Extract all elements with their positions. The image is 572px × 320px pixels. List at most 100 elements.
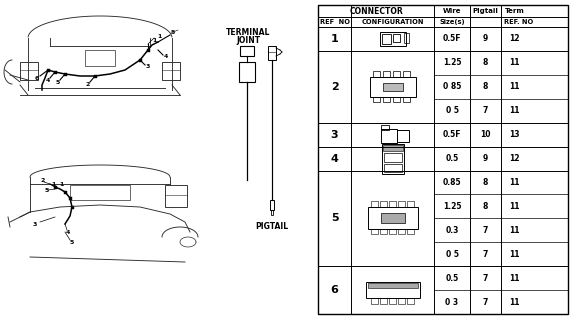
Text: Term: Term — [505, 8, 525, 14]
Bar — [371, 229, 378, 234]
Text: 11: 11 — [509, 274, 520, 283]
Bar — [138, 59, 141, 61]
Text: 11: 11 — [509, 58, 520, 68]
Bar — [20, 62, 38, 80]
Text: 5: 5 — [56, 79, 60, 84]
Text: 1.25: 1.25 — [443, 202, 461, 211]
Bar — [367, 207, 418, 229]
Text: 1: 1 — [51, 181, 55, 187]
Text: 5: 5 — [171, 30, 176, 36]
Text: 9: 9 — [483, 154, 488, 163]
Text: 5: 5 — [70, 239, 74, 244]
Bar — [63, 73, 66, 76]
Text: 1: 1 — [152, 38, 156, 44]
Bar — [398, 229, 404, 234]
Text: 1.25: 1.25 — [443, 58, 461, 68]
Bar — [379, 32, 406, 46]
Text: 11: 11 — [509, 250, 520, 259]
Text: 3: 3 — [33, 221, 37, 227]
Text: Wire: Wire — [443, 8, 461, 14]
Bar — [69, 196, 72, 199]
Bar — [383, 153, 402, 162]
Text: 11: 11 — [509, 226, 520, 235]
Bar — [379, 201, 387, 207]
Text: 11: 11 — [509, 106, 520, 115]
Text: 4: 4 — [164, 54, 168, 60]
Bar — [382, 34, 391, 44]
Text: 2: 2 — [41, 178, 45, 182]
Bar — [318, 5, 568, 314]
Text: 0.5: 0.5 — [446, 274, 459, 283]
Bar — [165, 185, 187, 207]
Bar — [146, 49, 149, 52]
Bar — [398, 201, 404, 207]
Text: 7: 7 — [483, 250, 488, 259]
Bar — [392, 97, 399, 102]
Bar — [403, 71, 410, 77]
Text: TERMINAL: TERMINAL — [226, 28, 270, 37]
Text: 7: 7 — [483, 106, 488, 115]
Text: 4: 4 — [66, 229, 70, 235]
Bar — [239, 62, 255, 82]
Text: REF. NO: REF. NO — [505, 19, 534, 25]
Bar — [70, 185, 130, 200]
Text: 10: 10 — [480, 130, 491, 139]
Text: 5: 5 — [331, 213, 338, 223]
Bar — [383, 71, 390, 77]
Text: 0.5: 0.5 — [446, 154, 459, 163]
Bar — [93, 75, 97, 77]
Bar — [240, 46, 254, 56]
Bar — [270, 200, 274, 210]
Bar — [392, 71, 399, 77]
Bar — [367, 283, 418, 288]
Bar — [370, 77, 415, 97]
Text: 13: 13 — [509, 130, 520, 139]
Text: 4: 4 — [46, 77, 50, 83]
Bar — [70, 205, 73, 209]
Text: 7: 7 — [483, 226, 488, 235]
Text: 2: 2 — [331, 82, 339, 92]
Text: 1: 1 — [60, 182, 64, 188]
Text: 4: 4 — [331, 154, 339, 164]
Bar — [380, 129, 396, 143]
Text: 5: 5 — [45, 188, 49, 193]
Bar — [271, 210, 273, 215]
Bar — [392, 34, 399, 42]
Bar — [372, 97, 379, 102]
Text: PIGTAIL: PIGTAIL — [256, 222, 288, 231]
Bar — [388, 201, 395, 207]
Bar — [388, 229, 395, 234]
Text: 8: 8 — [483, 58, 488, 68]
Bar — [383, 145, 403, 150]
Bar — [366, 282, 419, 298]
Bar — [379, 298, 387, 304]
Bar — [85, 50, 115, 66]
Bar — [388, 298, 395, 304]
Text: 0.5F: 0.5F — [443, 130, 461, 139]
Text: 0.3: 0.3 — [446, 226, 459, 235]
Text: 6: 6 — [35, 76, 39, 81]
Bar — [162, 62, 180, 80]
Bar — [383, 83, 403, 91]
Bar — [372, 71, 379, 77]
Text: 8: 8 — [483, 202, 488, 211]
Text: 11: 11 — [509, 82, 520, 91]
Text: JOINT: JOINT — [236, 36, 260, 45]
Bar — [403, 33, 408, 43]
Bar — [380, 124, 388, 130]
Text: 8: 8 — [483, 82, 488, 91]
Text: 3: 3 — [331, 130, 338, 140]
Bar — [371, 298, 378, 304]
Bar — [382, 144, 403, 173]
Text: 1: 1 — [331, 34, 339, 44]
Text: 0.85: 0.85 — [443, 178, 461, 187]
Text: Size(s): Size(s) — [439, 19, 465, 25]
Text: 1: 1 — [157, 34, 161, 38]
Text: 11: 11 — [509, 178, 520, 187]
Text: CONNECTOR: CONNECTOR — [349, 6, 403, 15]
Bar — [407, 201, 414, 207]
Text: CONFIGURATION: CONFIGURATION — [362, 19, 424, 25]
Text: 12: 12 — [509, 35, 520, 44]
Bar — [403, 97, 410, 102]
Text: 0 3: 0 3 — [446, 298, 459, 307]
